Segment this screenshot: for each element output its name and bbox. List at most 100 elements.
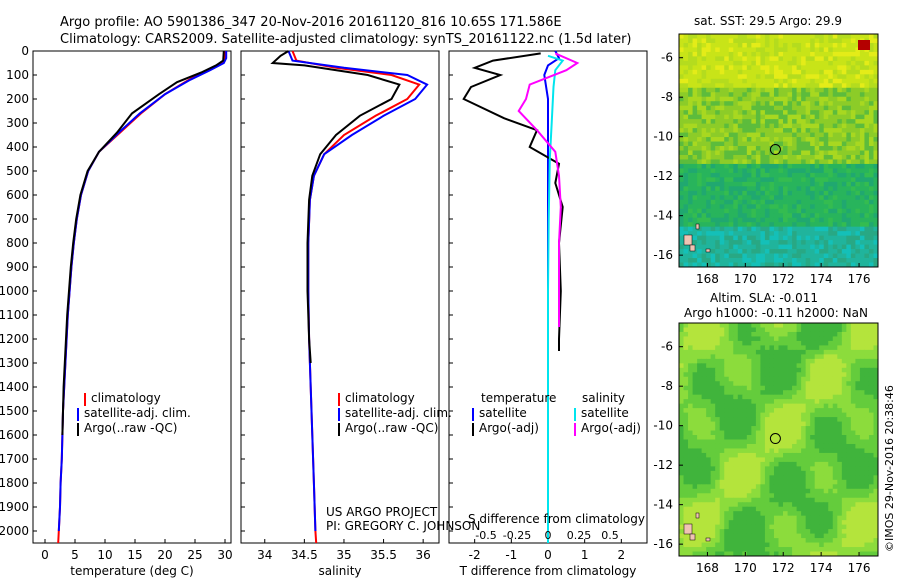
map-cell [710, 249, 716, 254]
map-cell [864, 363, 870, 369]
map-cell [746, 363, 752, 369]
map-cell [810, 345, 816, 351]
map-cell [873, 358, 879, 364]
map-cell [864, 367, 870, 373]
map-cell [688, 78, 693, 84]
map-cell [873, 327, 879, 333]
map-cell [769, 217, 775, 223]
map-cell [814, 226, 820, 232]
map-cell [778, 74, 784, 80]
map-cell [742, 426, 748, 431]
map-cell [810, 367, 816, 373]
map-cell [683, 479, 689, 485]
map-cell [742, 190, 748, 196]
map-cell [778, 515, 784, 521]
map-cell [819, 253, 825, 259]
map-cell [769, 177, 775, 183]
map-cell [814, 83, 820, 89]
map-cell [810, 249, 816, 254]
map-cell [787, 452, 793, 458]
map-cell [850, 403, 856, 409]
map-cell [837, 217, 843, 223]
map-cell [864, 331, 870, 337]
map-cell [733, 520, 739, 526]
map-cell [859, 475, 865, 481]
map-cell [873, 435, 879, 440]
map-cell [679, 340, 684, 346]
map-cell [683, 172, 689, 178]
map-cell [715, 363, 721, 369]
map-cell [819, 172, 825, 178]
map-cell [819, 354, 825, 360]
map-cell [746, 542, 752, 548]
map-cell [819, 502, 825, 508]
map-cell [873, 439, 879, 445]
map-cell [850, 181, 856, 187]
map-cell [697, 394, 703, 400]
map-cell [760, 244, 766, 250]
map-cell [769, 42, 775, 48]
map-cell [841, 376, 847, 382]
map-cell [683, 213, 689, 219]
map-cell [683, 231, 689, 237]
map-cell [805, 524, 811, 530]
map-cell [823, 354, 829, 360]
map-cell [810, 213, 816, 219]
temperature-xlabel: temperature (deg C) [70, 564, 193, 578]
map-cell [783, 42, 788, 48]
map-cell [697, 363, 703, 369]
map-cell [832, 340, 838, 346]
map-cell [837, 394, 843, 400]
map-cell [819, 372, 825, 378]
map-cell [787, 435, 793, 440]
map-cell [792, 244, 797, 250]
map-cell [719, 87, 725, 93]
map-cell [787, 511, 793, 517]
map-cell [819, 385, 825, 391]
map-cell [760, 340, 766, 346]
map-cell [728, 511, 734, 517]
map-cell [846, 538, 852, 543]
map-cell [751, 137, 757, 142]
map-cell [837, 529, 843, 534]
map-cell [796, 186, 802, 192]
map-cell [710, 354, 716, 360]
map-cell [796, 542, 802, 548]
map-cell [679, 83, 684, 89]
map-cell [859, 506, 865, 512]
map-cell [724, 394, 730, 400]
map-cell [692, 506, 698, 512]
map-cell [796, 457, 802, 463]
map-cell [737, 506, 743, 512]
map-cell [706, 119, 712, 125]
map-cell [733, 349, 739, 355]
map-cell [697, 466, 703, 472]
map-cell [810, 83, 816, 89]
map-cell [864, 358, 870, 364]
map-cell [719, 547, 725, 552]
map-cell [792, 213, 797, 219]
map-cell [783, 381, 788, 387]
map-cell [751, 408, 757, 414]
map-cell [769, 240, 775, 245]
map-cell [823, 385, 829, 391]
map-cell [850, 240, 856, 245]
map-cell [783, 412, 788, 418]
map-cell [728, 484, 734, 490]
map-cell [778, 435, 784, 440]
map-cell [814, 128, 820, 133]
map-cell [706, 358, 712, 364]
map-cell [792, 119, 797, 125]
map-cell [733, 376, 739, 382]
map-cell [792, 56, 797, 62]
map-cell [832, 323, 838, 328]
map-cell [728, 195, 734, 201]
map-cell [846, 213, 852, 219]
map-cell [710, 208, 716, 214]
map-cell [846, 336, 852, 342]
map-cell [742, 403, 748, 409]
map-cell [683, 345, 689, 351]
map-cell [683, 168, 689, 174]
map-cell [778, 96, 784, 102]
map-cell [873, 42, 879, 48]
